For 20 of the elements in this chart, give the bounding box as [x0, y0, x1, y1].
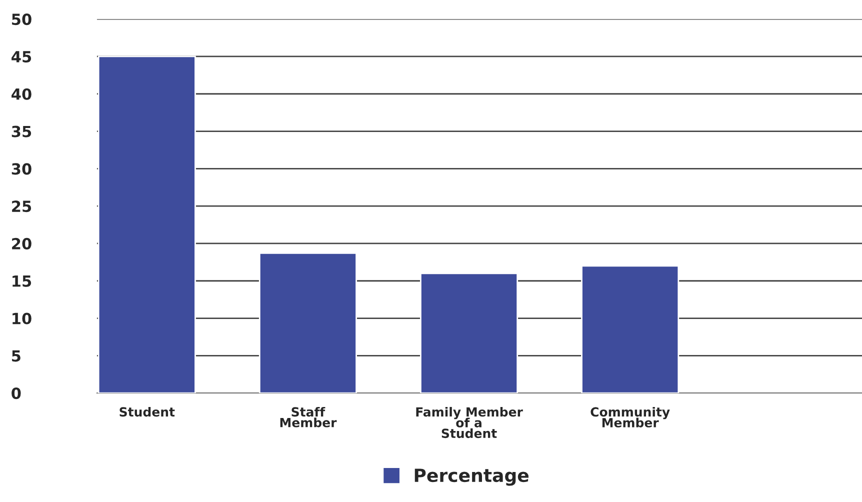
y-tick-label: 15 [12, 276, 32, 287]
y-tick-label: 20 [12, 238, 32, 250]
y-tick-label: 5 [12, 350, 20, 362]
y-tick-label: 40 [12, 88, 32, 100]
y-tick-label: 30 [12, 163, 32, 175]
bar [581, 265, 680, 394]
y-tick-label: 0 [12, 388, 21, 400]
y-tick-label: 25 [12, 200, 32, 212]
x-tick-label: Family Member of a Student [416, 406, 523, 438]
y-tick-label: 10 [12, 312, 32, 324]
legend-label: Percentage [414, 468, 529, 486]
bar [258, 252, 357, 394]
y-tick-label: 50 [12, 14, 32, 26]
y-tick-label: 35 [12, 126, 32, 138]
y-tick-label: 45 [12, 51, 32, 62]
x-tick-label: Staff Member [280, 406, 337, 428]
x-tick-label: Student [120, 406, 175, 417]
bar [420, 272, 518, 394]
bar [98, 56, 196, 394]
x-tick-label: Community Member [590, 406, 670, 428]
